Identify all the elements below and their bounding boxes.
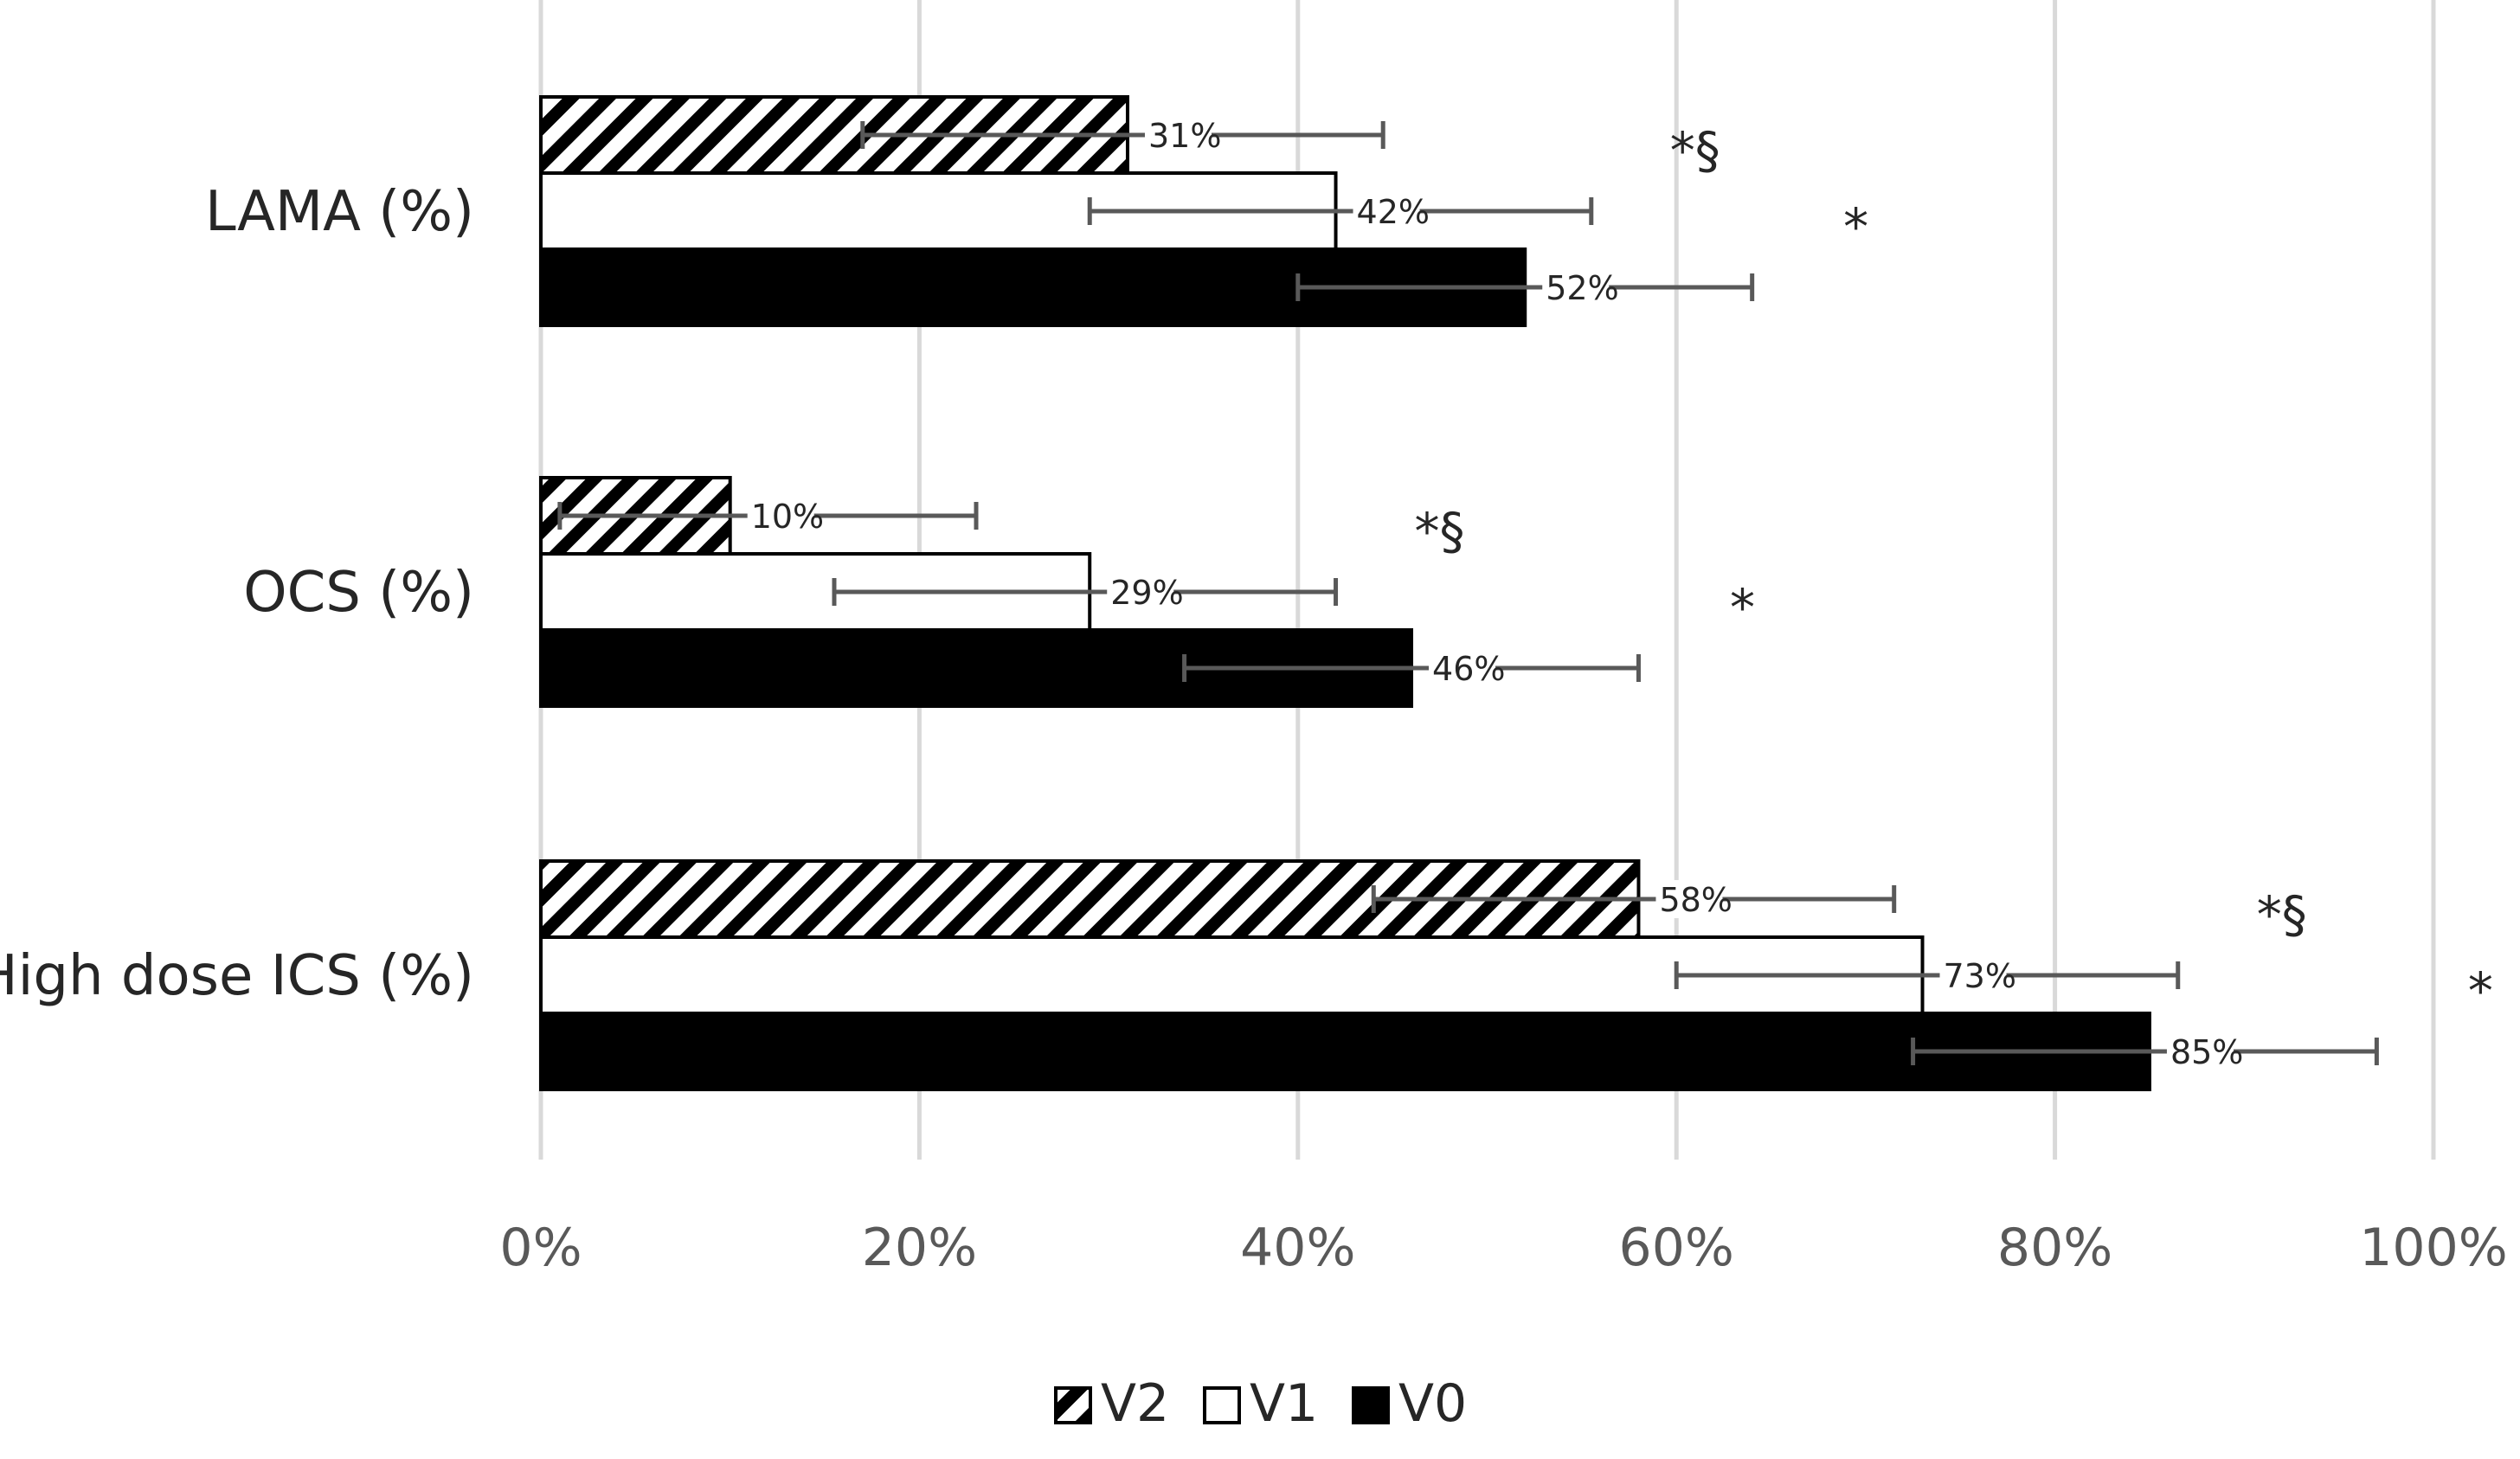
- category-label: High dose ICS (%): [0, 944, 474, 1008]
- data-label-bg: [1144, 116, 1212, 154]
- data-label-bg: [1107, 573, 1174, 611]
- data-label-group: 46%: [1429, 649, 1505, 688]
- category-label: LAMA (%): [205, 180, 474, 244]
- data-label-bg: [747, 497, 814, 535]
- data-label: 31%: [1148, 117, 1221, 155]
- data-label-bg: [1429, 649, 1496, 687]
- category-axis: LAMA (%) OCS (%) High dose ICS (%): [0, 180, 474, 1008]
- legend-item: V0: [1352, 1373, 1467, 1434]
- data-label-group: 52%: [1542, 268, 1619, 307]
- bars: [539, 95, 2151, 1091]
- data-label-group: 42%: [1353, 192, 1430, 231]
- x-tick-label: 0%: [499, 1218, 582, 1278]
- error-bar: [832, 578, 1339, 606]
- significance-annotation: *: [1843, 197, 1868, 256]
- significance-annotation: *: [1730, 578, 1755, 637]
- x-tick-label: 60%: [1619, 1218, 1734, 1278]
- legend-item: V1: [1203, 1373, 1318, 1434]
- legend-swatch: [1054, 1386, 1092, 1424]
- data-label: 10%: [751, 498, 824, 536]
- data-label-bg: [1542, 268, 1610, 306]
- error-bar: [1911, 1038, 2379, 1065]
- data-label-bg: [1353, 192, 1420, 230]
- error-bar: [1371, 885, 1897, 913]
- error-bar: [1182, 654, 1641, 682]
- data-label: 73%: [1944, 957, 2016, 995]
- x-tick-label: 20%: [862, 1218, 977, 1278]
- data-label-group: 10%: [747, 497, 824, 536]
- significance-annotation: *§: [1670, 121, 1720, 180]
- significance-annotations: *§ * *§ * *§ *: [1415, 121, 2493, 1020]
- data-label-group: 58%: [1655, 880, 1732, 919]
- bar-v0: [539, 1012, 2151, 1091]
- data-label-bg: [2166, 1032, 2234, 1070]
- error-bar: [1295, 273, 1755, 301]
- data-label: 52%: [1546, 269, 1618, 307]
- significance-annotation: *: [2468, 961, 2493, 1020]
- legend-swatch: [1352, 1386, 1390, 1424]
- error-bars: [557, 121, 2379, 1065]
- x-tick-label: 80%: [1997, 1218, 2112, 1278]
- x-tick-label: 100%: [2359, 1218, 2508, 1278]
- data-label: 29%: [1110, 574, 1183, 612]
- legend-label: V2: [1101, 1373, 1169, 1434]
- data-label-group: 31%: [1144, 116, 1221, 155]
- data-label-group: 29%: [1107, 573, 1184, 612]
- data-label-bg: [1655, 880, 1723, 918]
- data-label-group: 85%: [2166, 1032, 2243, 1071]
- legend: V2 V1 V0: [1054, 1373, 1467, 1434]
- legend-label: V1: [1250, 1373, 1318, 1434]
- legend-label: V0: [1398, 1373, 1467, 1434]
- data-label: 46%: [1432, 650, 1505, 688]
- x-tick-label: 40%: [1240, 1218, 1355, 1278]
- significance-annotation: *§: [2257, 885, 2307, 944]
- data-label: 42%: [1357, 193, 1430, 231]
- legend-swatch: [1203, 1386, 1241, 1424]
- error-bar: [1674, 961, 2181, 989]
- category-label: OCS (%): [243, 561, 474, 625]
- x-axis-ticks: 0% 20% 40% 60% 80% 100%: [499, 1218, 2507, 1278]
- legend-item: V2: [1054, 1373, 1169, 1434]
- data-label-group: 73%: [1939, 956, 2016, 995]
- error-bar: [1087, 197, 1594, 225]
- data-label-bg: [1939, 956, 2007, 994]
- error-bar: [860, 121, 1385, 149]
- data-labels: 31% 10% 58% 42% 29% 73% 52% 46% 85%: [747, 116, 2243, 1071]
- significance-annotation: *§: [1415, 502, 1465, 561]
- data-label: 58%: [1659, 881, 1732, 919]
- data-label: 85%: [2170, 1033, 2243, 1071]
